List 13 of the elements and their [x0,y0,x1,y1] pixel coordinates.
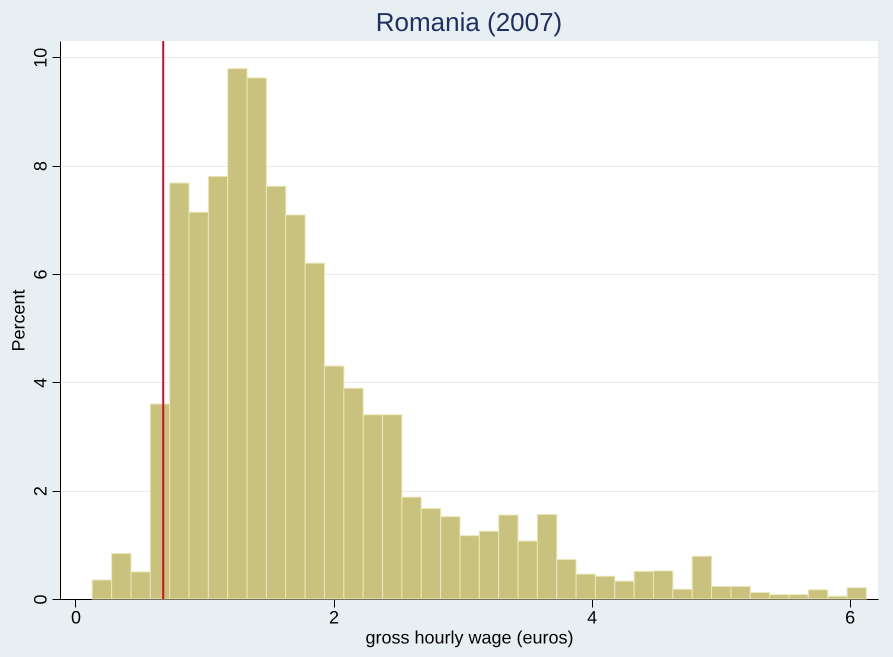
y-tick-label: 10 [30,48,50,68]
y-tick-label: 2 [30,486,50,496]
y-tick-label: 4 [30,378,50,388]
x-tick-label: 0 [70,608,81,628]
y-axis-title: Percent [8,289,28,352]
x-tick-label: 2 [329,608,340,628]
chart-title: Romania (2007) [376,7,562,37]
y-tick-label: 0 [30,594,50,605]
y-tick-label: 8 [30,161,50,172]
x-tick-label: 6 [845,608,856,628]
y-tick-label: 6 [30,269,50,280]
x-tick-label: 4 [587,608,598,628]
x-axis-title: gross hourly wage (euros) [365,628,574,648]
